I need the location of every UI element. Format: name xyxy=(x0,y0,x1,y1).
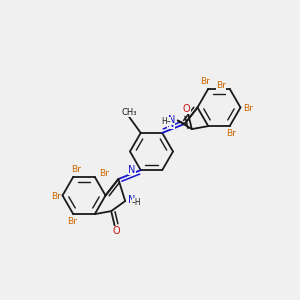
Text: Br: Br xyxy=(226,129,236,138)
Text: O: O xyxy=(183,104,190,114)
Text: O: O xyxy=(112,226,120,236)
Text: N: N xyxy=(128,196,136,206)
Text: CH₃: CH₃ xyxy=(121,108,136,117)
Text: Br: Br xyxy=(99,169,109,178)
Text: N: N xyxy=(128,165,136,176)
Text: N: N xyxy=(167,115,175,124)
Text: Br: Br xyxy=(243,104,253,113)
Text: Br: Br xyxy=(67,217,77,226)
Text: Br: Br xyxy=(200,77,210,86)
Text: H–: H– xyxy=(162,117,171,126)
Text: Br: Br xyxy=(216,81,226,90)
Text: Br: Br xyxy=(52,193,61,202)
Text: Br: Br xyxy=(71,165,81,174)
Text: –H: –H xyxy=(132,198,141,207)
Text: N: N xyxy=(167,119,175,129)
